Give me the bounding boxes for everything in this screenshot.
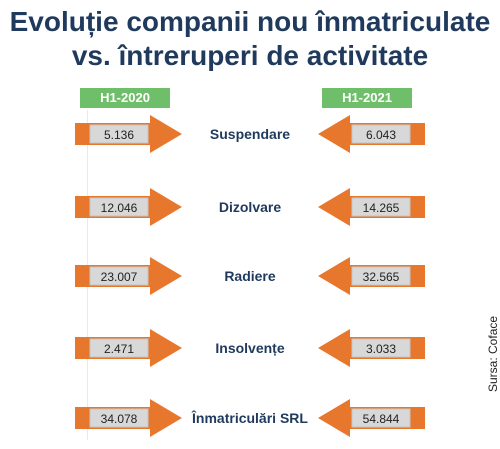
value-h1-2021-radiere: 32.565 [363, 270, 400, 284]
row-label-inmatriculari-srl: Înmatriculări SRL [192, 410, 308, 426]
value-h1-2021-suspendare: 6.043 [366, 128, 396, 142]
value-box-h1-2020-insolvente [89, 338, 149, 358]
value-box-h1-2020-dizolvare [89, 197, 149, 217]
column-header-h1-2020: H1-2020 [80, 88, 170, 108]
value-box-h1-2020-radiere [89, 266, 149, 286]
value-h1-2020-suspendare: 5.136 [104, 128, 134, 142]
chart-title-line-1: Evoluție companii nou înmatriculate [9, 6, 491, 37]
value-h1-2021-insolvente: 3.033 [366, 342, 396, 356]
chart-title-line-2: vs. întreruperi de activitate [71, 40, 429, 71]
value-box-h1-2021-dizolvare [351, 197, 411, 217]
column-header-h1-2021: H1-2021 [322, 88, 412, 108]
value-box-h1-2020-suspendare [89, 124, 149, 144]
value-h1-2020-dizolvare: 12.046 [101, 201, 138, 215]
row-label-radiere: Radiere [224, 268, 276, 284]
value-h1-2021-dizolvare: 14.265 [363, 201, 400, 215]
value-h1-2021-inmatriculari-srl: 54.844 [363, 412, 400, 426]
value-box-h1-2021-suspendare [351, 124, 411, 144]
row-label-dizolvare: Dizolvare [218, 199, 282, 215]
value-box-h1-2021-inmatriculari-srl [351, 408, 411, 428]
value-h1-2020-radiere: 23.007 [101, 270, 138, 284]
value-box-h1-2021-radiere [351, 266, 411, 286]
value-h1-2020-inmatriculari-srl: 34.078 [101, 412, 138, 426]
value-box-h1-2021-insolvente [351, 338, 411, 358]
row-label-insolvente: Insolvențe [215, 340, 285, 356]
source-note: Sursa: Coface [486, 315, 500, 392]
row-label-suspendare: Suspendare [209, 126, 291, 142]
value-box-h1-2020-inmatriculari-srl [89, 408, 149, 428]
value-h1-2020-insolvente: 2.471 [104, 342, 134, 356]
